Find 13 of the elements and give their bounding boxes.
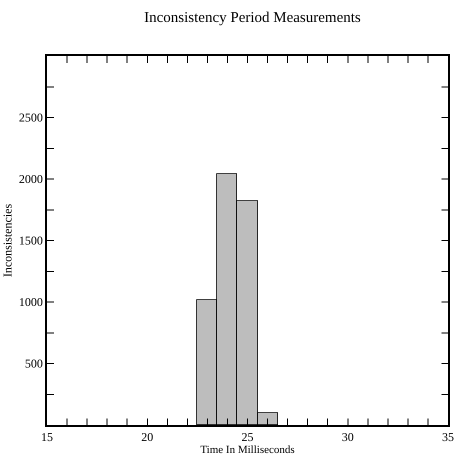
x-tick-label: 15 [41, 430, 53, 444]
y-tick-label: 2500 [18, 110, 43, 125]
x-tick-label: 20 [141, 430, 154, 444]
x-tick-label: 35 [442, 430, 454, 444]
x-tick-label: 30 [342, 430, 354, 444]
y-tick-label: 500 [24, 356, 43, 371]
y-tick-label: 1500 [18, 234, 43, 248]
y-tick-label: 2000 [18, 172, 43, 186]
x-axis-title: Time In Milliseconds [200, 444, 295, 456]
y-tick-label: 1000 [18, 295, 43, 310]
chart-title: Inconsistency Period Measurements [144, 10, 361, 26]
y-axis-title: Inconsistencies [0, 204, 15, 278]
x-tick-label: 25 [242, 430, 254, 444]
